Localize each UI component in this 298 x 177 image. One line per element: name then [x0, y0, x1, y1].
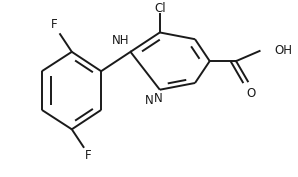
Text: O: O [246, 87, 255, 100]
Text: OH: OH [274, 44, 292, 58]
Text: Cl: Cl [154, 2, 166, 15]
Text: F: F [85, 149, 91, 162]
Text: NH: NH [111, 34, 129, 47]
Text: F: F [51, 18, 58, 31]
Text: N: N [154, 93, 163, 105]
Text: N: N [145, 94, 154, 107]
